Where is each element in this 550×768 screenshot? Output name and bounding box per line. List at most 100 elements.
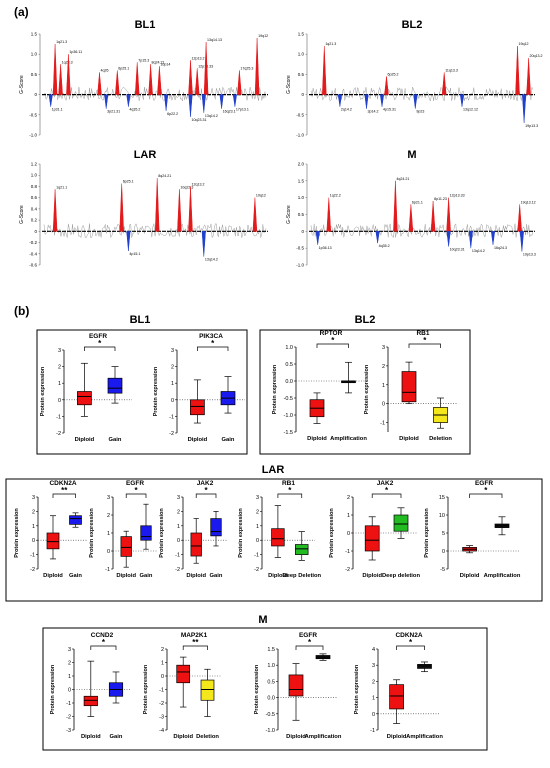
- y-tick-label: -1.0: [284, 413, 293, 419]
- amplification-peak: [154, 177, 160, 232]
- box-gain: [69, 515, 82, 525]
- gistic-panel-m: M 2.0 1.5 1.0 0.5 0 -0.5 -1.0 G-Score 1q22.2 4q24.…: [286, 149, 536, 268]
- gene-title: EGFR: [89, 333, 107, 340]
- deletion-peak: [413, 94, 418, 109]
- deletion-peak: [379, 94, 385, 107]
- y-tick-label: 1.0: [285, 345, 293, 351]
- y-axis-label: G-Score: [19, 205, 25, 224]
- category-label: Diploid: [188, 437, 208, 443]
- y-tick-label: 2: [32, 509, 35, 515]
- box-diploid: [120, 536, 132, 557]
- peak-label: 19p13.3: [523, 253, 536, 257]
- significance-mark: *: [135, 486, 139, 495]
- boxplot-ccnd2: CCND2 3 2 1 0 -1 -2 -3 Protein expression Diploid…: [50, 632, 130, 740]
- significance-mark: *: [409, 638, 413, 647]
- y-tick-label: 1: [68, 674, 71, 680]
- significance-mark: *: [484, 486, 488, 495]
- y-tick-label: 3: [32, 495, 35, 501]
- category-label: Diploid: [460, 573, 480, 579]
- y-axis-label: G-Score: [286, 75, 292, 94]
- y-tick-label: -0.5: [266, 712, 275, 718]
- peak-label: 12q13.2: [192, 182, 205, 186]
- y-tick-label: -1: [159, 688, 164, 694]
- y-tick-label: -0.5: [296, 112, 304, 117]
- y-tick-label: 1: [372, 696, 375, 702]
- y-tick-label: 0: [32, 538, 35, 544]
- amplification-peak: [446, 197, 451, 232]
- gscore-signal: [43, 223, 267, 239]
- y-tick-label: 1: [107, 531, 110, 537]
- category-label: Gain: [140, 573, 153, 579]
- gene-title: EGFR: [299, 632, 317, 639]
- box-diploid: [83, 695, 98, 707]
- y-axis-label: Protein expression: [153, 366, 159, 416]
- y-tick-label: 1.0: [298, 52, 305, 57]
- deletion-peak: [219, 94, 224, 109]
- y-tick-label: 0.5: [298, 212, 305, 217]
- y-tick-label: 10: [439, 513, 445, 519]
- significance-bracket: [182, 645, 208, 650]
- gistic-panel-bl2: BL2 1.5 1.0 0.5 0 -0.5 -1.0 G-Score 1q21.3 6p25.2…: [286, 19, 543, 138]
- y-tick-label: 0.4: [31, 206, 38, 211]
- boxplot-jak2: JAK2 3 2 1 0 -1 -2 Protein expression Diploid Gai…: [159, 480, 227, 579]
- boxplot-egfr: EGFR 3 2 1 0 -1 Protein expression Diploid Gain *: [89, 480, 157, 579]
- gene-title: RB1: [282, 480, 295, 487]
- deletion-peak: [48, 94, 53, 107]
- significance-mark: *: [288, 486, 292, 495]
- peak-label: 8q24.21: [152, 60, 165, 64]
- group-frame: [5, 478, 543, 602]
- y-tick-label: 0.5: [31, 72, 38, 77]
- y-tick-label: 15: [439, 495, 445, 501]
- gscore-signal: [43, 86, 267, 102]
- y-tick-label: -0.5: [296, 246, 304, 251]
- boxplot-jak2: JAK2 2 1 0 -1 -2 Protein expression Diploid Deep…: [329, 480, 420, 579]
- gscore-signal: [310, 223, 534, 239]
- peak-label: 1q23.3: [62, 60, 73, 64]
- peak-label: 13q14.2: [205, 114, 218, 118]
- y-tick-label: 1: [347, 513, 350, 519]
- significance-mark: *: [98, 339, 102, 348]
- peak-label: 10q23.31: [192, 118, 207, 122]
- y-tick-label: 3: [171, 348, 174, 354]
- significance-bracket: [469, 493, 503, 498]
- amplification-peak: [326, 197, 332, 232]
- amplification-peak: [237, 70, 242, 95]
- y-tick-label: -1: [345, 549, 350, 555]
- y-axis-label: Protein expression: [50, 664, 56, 714]
- y-tick-label: 0: [372, 712, 375, 718]
- box-gain: [210, 518, 222, 537]
- amplification-peak: [515, 46, 520, 95]
- significance-mark: *: [205, 486, 209, 495]
- peak-label: 4p15.31: [383, 108, 396, 112]
- y-tick-label: -4: [159, 728, 164, 734]
- gscore-signal: [310, 86, 534, 102]
- box-diploid: [190, 399, 205, 416]
- peak-label: 19q12: [518, 42, 528, 46]
- boxplot-map2k1: MAP2K1 2 1 0 -1 -2 -3 -4 Protein expression Diplo…: [143, 632, 221, 740]
- box-diploid: [77, 391, 92, 406]
- y-tick-label: 2: [177, 509, 180, 515]
- box-diploid: [364, 525, 380, 552]
- y-axis-label: Protein expression: [89, 508, 95, 558]
- boxplot-cdkn2a: CDKN2A 4 3 2 1 0 -1 Protein expression Diploid Am…: [354, 632, 443, 740]
- amplification-peak: [441, 72, 447, 95]
- box-diploid: [176, 664, 191, 684]
- y-tick-label: 1: [256, 524, 259, 530]
- y-tick-label: 1.0: [31, 173, 38, 178]
- amplification-peak: [430, 200, 436, 232]
- box-diploid: [46, 532, 60, 550]
- deletion-peak: [232, 94, 237, 107]
- category-label: Gain: [110, 734, 123, 740]
- peak-label: 7p15.3: [138, 58, 149, 62]
- y-tick-label: 1.5: [267, 647, 275, 653]
- significance-mark: *: [423, 336, 427, 345]
- y-axis-label: Protein expression: [14, 508, 20, 558]
- y-tick-label: 0.0: [285, 379, 293, 385]
- y-axis-label: Protein expression: [364, 364, 370, 414]
- y-tick-label: 1: [177, 524, 180, 530]
- y-tick-label: 1.5: [31, 32, 38, 37]
- category-label: Amplification: [406, 734, 443, 740]
- y-tick-label: -1.5: [284, 430, 293, 436]
- group-panel-bl2: BL2 RPTOR 1.0 0.5 0.0 -0.5 -1.0 -1.5 Protein exp…: [259, 314, 471, 455]
- y-tick-label: 0: [58, 398, 61, 404]
